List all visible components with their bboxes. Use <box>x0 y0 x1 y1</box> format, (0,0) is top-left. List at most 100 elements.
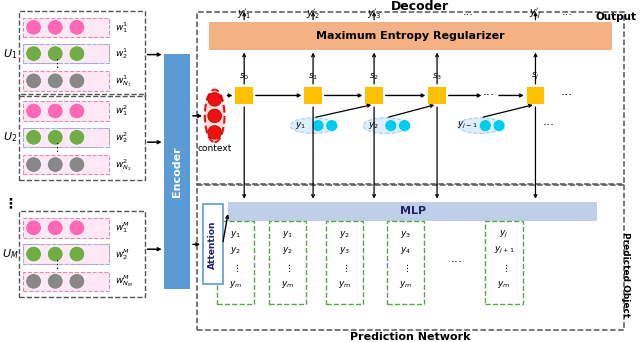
Circle shape <box>69 103 84 119</box>
Bar <box>527 87 545 104</box>
Text: ⋮: ⋮ <box>51 143 62 153</box>
Bar <box>23 244 109 264</box>
Circle shape <box>26 73 42 89</box>
Bar <box>23 128 109 147</box>
Text: $y_1$: $y_1$ <box>282 229 293 240</box>
Circle shape <box>26 274 42 289</box>
Bar <box>23 218 109 238</box>
Circle shape <box>47 19 63 35</box>
Ellipse shape <box>205 90 225 142</box>
Text: $y_2$: $y_2$ <box>367 120 379 131</box>
Bar <box>23 244 109 264</box>
Bar <box>23 71 109 91</box>
Text: $w_{N_{2}}^{2}$: $w_{N_{2}}^{2}$ <box>115 157 132 173</box>
Circle shape <box>208 109 221 123</box>
Bar <box>365 87 383 104</box>
Text: Attention: Attention <box>208 220 217 268</box>
Circle shape <box>26 103 42 119</box>
Text: ⋮: ⋮ <box>51 59 62 69</box>
Bar <box>197 184 624 330</box>
Bar <box>23 101 109 121</box>
Circle shape <box>479 120 491 131</box>
Circle shape <box>208 93 221 106</box>
Text: $y'_3$: $y'_3$ <box>367 7 381 21</box>
Text: Output: Output <box>596 12 637 22</box>
Circle shape <box>26 246 42 262</box>
Circle shape <box>69 274 84 289</box>
Text: $w_{N_{M}}^{M}$: $w_{N_{M}}^{M}$ <box>115 273 133 289</box>
Circle shape <box>47 246 63 262</box>
Bar <box>387 221 424 304</box>
Circle shape <box>69 246 84 262</box>
Circle shape <box>47 103 63 119</box>
Bar <box>23 44 109 63</box>
Bar <box>428 87 446 104</box>
Text: $s_2$: $s_2$ <box>369 71 379 82</box>
Bar <box>164 54 190 289</box>
Text: $y_m$: $y_m$ <box>281 279 294 290</box>
Text: $w_1^{M}$: $w_1^{M}$ <box>115 220 131 235</box>
Circle shape <box>385 120 397 131</box>
Text: $y_2$: $y_2$ <box>339 229 350 240</box>
Circle shape <box>208 126 221 139</box>
Circle shape <box>47 220 63 236</box>
Circle shape <box>69 73 84 89</box>
Bar <box>23 44 109 63</box>
Text: $s_0$: $s_0$ <box>239 71 250 82</box>
Text: $s_3$: $s_3$ <box>432 71 442 82</box>
Circle shape <box>47 157 63 172</box>
Text: $y'_j$: $y'_j$ <box>529 7 542 21</box>
Text: Encoder: Encoder <box>172 146 182 197</box>
Circle shape <box>47 130 63 145</box>
Text: ···: ··· <box>451 256 463 269</box>
Text: $y_{j-1}$: $y_{j-1}$ <box>458 120 478 131</box>
Text: $U_1$: $U_1$ <box>3 47 17 61</box>
Bar <box>485 221 523 304</box>
Circle shape <box>69 46 84 62</box>
Text: $y_3$: $y_3$ <box>400 229 411 240</box>
Text: $w_2^{2}$: $w_2^{2}$ <box>115 130 129 145</box>
Bar <box>203 205 223 284</box>
Text: $y_m$: $y_m$ <box>497 279 511 290</box>
Text: ⋮: ⋮ <box>51 260 62 270</box>
Text: ···: ··· <box>463 10 474 20</box>
Circle shape <box>26 19 42 35</box>
Circle shape <box>47 274 63 289</box>
Circle shape <box>493 120 505 131</box>
Ellipse shape <box>458 118 503 133</box>
Circle shape <box>312 120 324 131</box>
Ellipse shape <box>291 118 336 133</box>
Bar <box>23 128 109 147</box>
Text: $y_4$: $y_4$ <box>400 245 411 256</box>
Text: $y_1$: $y_1$ <box>230 229 241 240</box>
Text: MLP: MLP <box>400 206 426 216</box>
Text: $\vdots$: $\vdots$ <box>284 262 291 274</box>
Text: $w_{N_{1}}^{1}$: $w_{N_{1}}^{1}$ <box>115 73 132 89</box>
Circle shape <box>26 220 42 236</box>
Text: $w_2^{1}$: $w_2^{1}$ <box>115 46 129 61</box>
Bar <box>23 155 109 174</box>
Text: $\vdots$: $\vdots$ <box>402 262 409 274</box>
Bar <box>19 11 145 96</box>
Text: $y_1$: $y_1$ <box>295 120 306 131</box>
Text: $y_3$: $y_3$ <box>339 245 350 256</box>
Circle shape <box>26 157 42 172</box>
Text: $y'_1$: $y'_1$ <box>237 7 252 21</box>
Text: ···: ··· <box>561 89 573 102</box>
Circle shape <box>26 46 42 62</box>
Text: $w_1^{1}$: $w_1^{1}$ <box>115 20 129 35</box>
Text: $\vdots$: $\vdots$ <box>500 262 508 274</box>
Text: $\vdots$: $\vdots$ <box>341 262 348 274</box>
Text: $\vdots$: $\vdots$ <box>232 262 239 274</box>
Text: Predicted Object: Predicted Object <box>621 232 630 317</box>
Text: $w_1^{2}$: $w_1^{2}$ <box>115 104 129 118</box>
Circle shape <box>26 130 42 145</box>
Bar <box>19 94 145 180</box>
Bar <box>209 23 612 50</box>
Text: $y_m$: $y_m$ <box>228 279 242 290</box>
Bar <box>19 211 145 297</box>
Circle shape <box>399 120 410 131</box>
Text: $y_2$: $y_2$ <box>230 245 241 256</box>
Bar <box>23 272 109 291</box>
Bar <box>236 87 253 104</box>
